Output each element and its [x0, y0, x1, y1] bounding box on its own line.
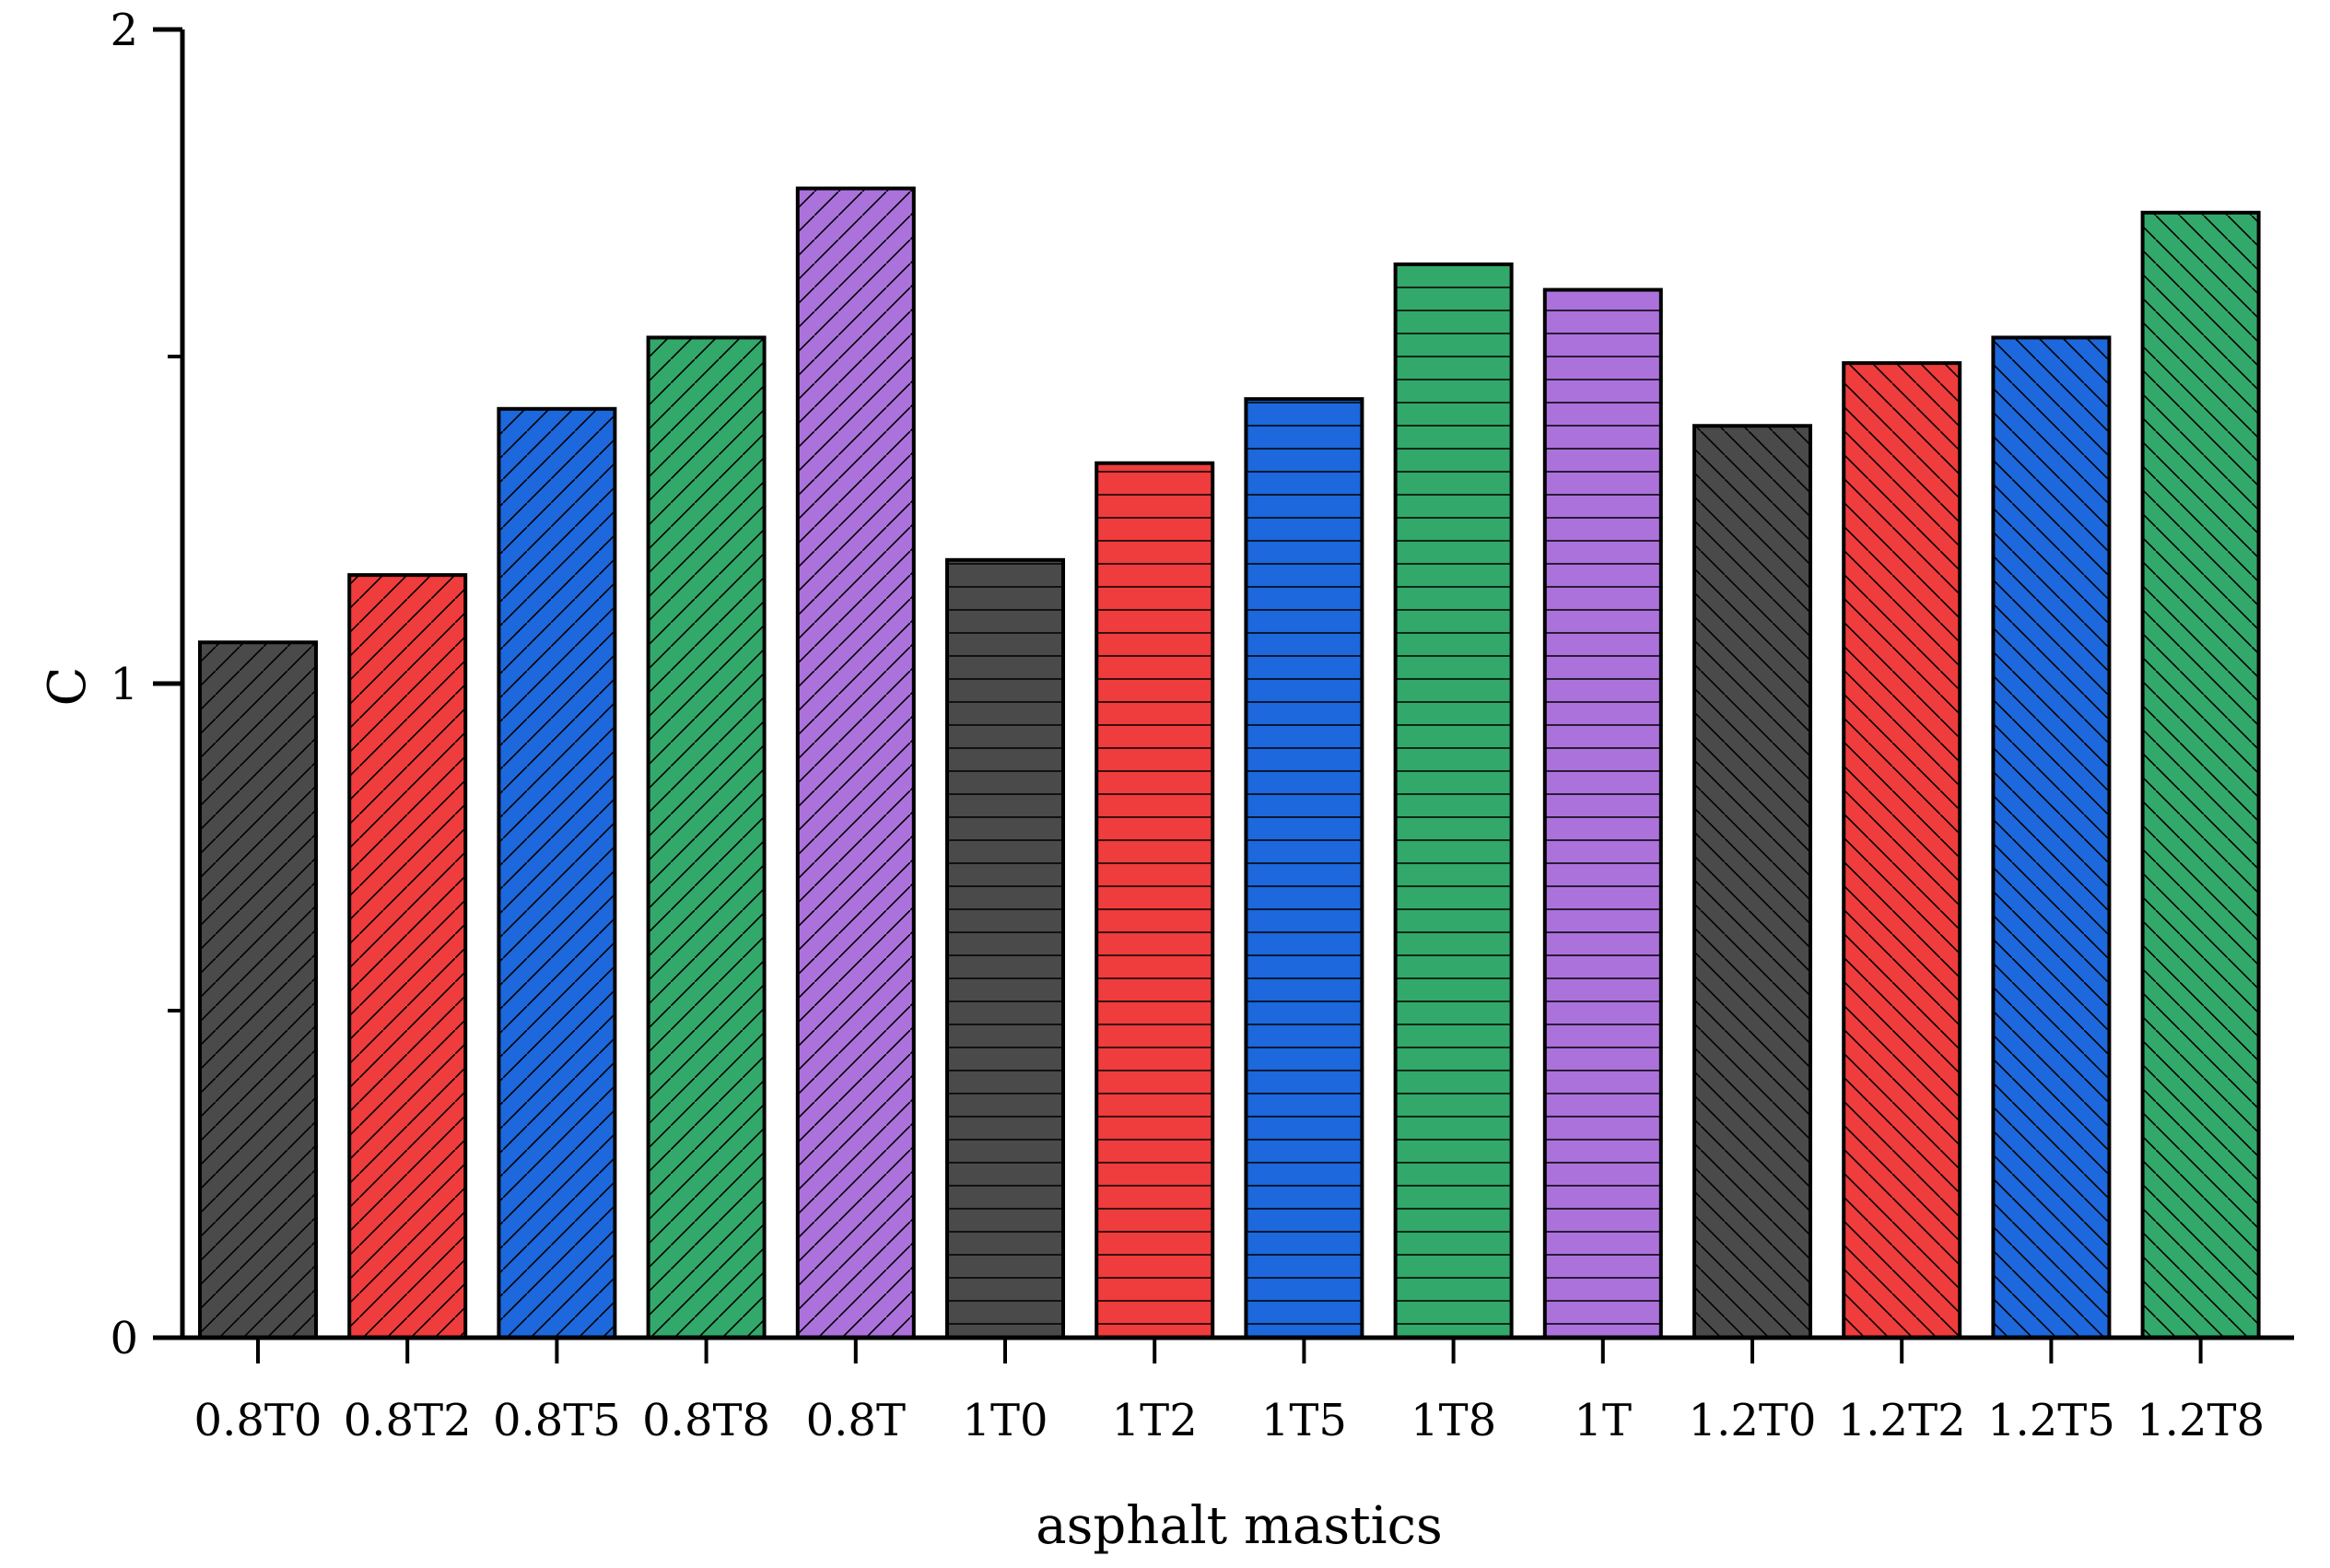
bar-outline	[198, 640, 318, 1340]
bar-outline	[497, 406, 617, 1340]
y-tick-label: 0	[110, 1313, 138, 1364]
x-tick-label: 1.2T8	[2137, 1395, 2265, 1446]
x-tick-label: 1T0	[962, 1395, 1048, 1446]
y-tick-labels: 0 1 2	[110, 5, 138, 1364]
x-tick-label: 1.2T5	[1987, 1395, 2115, 1446]
x-tick-label: 0.8T0	[194, 1395, 322, 1446]
x-tick-label: 0.8T8	[642, 1395, 770, 1446]
x-tick-label: 1T	[1575, 1395, 1633, 1446]
bar-0.8T2	[347, 573, 468, 1340]
bar-outline	[2140, 210, 2261, 1340]
bar-1T	[1542, 287, 1663, 1340]
x-axis-title: asphalt mastics	[1036, 1496, 1442, 1556]
bar-1.2T2	[1842, 361, 1962, 1340]
x-tick-label: 0.8T	[806, 1395, 906, 1446]
x-tick-label: 1.2T2	[1838, 1395, 1966, 1446]
bar-outline	[1095, 461, 1215, 1340]
y-axis-title: C	[38, 667, 98, 707]
x-tick-label: 1.2T0	[1689, 1395, 1817, 1446]
bar-outline	[1991, 335, 2112, 1340]
y-tick-label: 2	[110, 5, 138, 56]
bar-outline	[795, 186, 916, 1340]
bar-1T8	[1393, 262, 1514, 1340]
bar-outline	[347, 573, 468, 1340]
bar-outline	[945, 557, 1065, 1340]
bar-1T2	[1095, 461, 1215, 1340]
bar-1.2T5	[1991, 335, 2112, 1340]
x-tick-label: 1T5	[1261, 1395, 1347, 1446]
bar-outline	[646, 335, 767, 1340]
x-tick-label: 0.8T2	[344, 1395, 472, 1446]
bar-1.2T8	[2140, 210, 2261, 1340]
bar-1T5	[1244, 397, 1364, 1340]
bar-outline	[1244, 397, 1364, 1340]
x-tick-label: 1T2	[1112, 1395, 1198, 1446]
x-tick-labels: 0.8T0 0.8T2 0.8T5 0.8T8 0.8T 1T0 1T2 1T5 1T8 1T 1.…	[194, 1395, 2265, 1446]
bar-0.8T8	[646, 335, 767, 1340]
bar-1.2T0	[1692, 424, 1812, 1340]
bar-outline	[1542, 287, 1663, 1340]
bar-1T0	[945, 557, 1065, 1340]
x-tick-label: 1T8	[1411, 1395, 1496, 1446]
y-tick-label: 1	[110, 659, 138, 710]
bar-0.8T0	[198, 640, 318, 1340]
x-tick-label: 0.8T5	[493, 1395, 621, 1446]
bar-outline	[1692, 424, 1812, 1340]
bar-outline	[1393, 262, 1514, 1340]
bar-0.8T5	[497, 406, 617, 1340]
bar-outline	[1842, 361, 1962, 1340]
bar-0.8T	[795, 186, 916, 1340]
bars-group	[198, 186, 2261, 1340]
axes-group	[153, 27, 2294, 1363]
